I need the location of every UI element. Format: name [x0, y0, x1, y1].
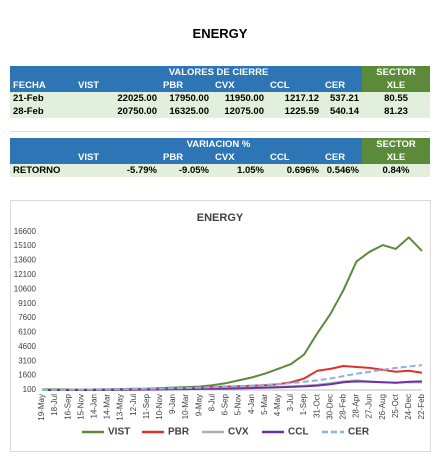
cell: 0.696% [267, 164, 322, 177]
cell: 22025.00 [75, 92, 160, 105]
y-tick-label: 4600 [18, 342, 36, 351]
cell: 0.546% [322, 164, 362, 177]
x-tick-label: 28-Feb [338, 393, 347, 419]
cell: 80.55 [362, 92, 430, 105]
cell: 1.05% [212, 164, 267, 177]
chart-frame [10, 200, 431, 452]
cell: RETORNO [10, 164, 75, 177]
group-header: VALORES DE CIERRE [75, 66, 362, 79]
x-tick-label: 3-Jul [286, 394, 295, 412]
x-tick-label: 8-Jul [207, 394, 216, 412]
column-header: XLE [362, 79, 430, 92]
x-tick-label: 25-Oct [391, 393, 400, 418]
x-tick-label: 12-Jul [129, 394, 138, 416]
column-header: XLE [362, 151, 430, 164]
cell [10, 66, 75, 79]
y-tick-label: 100 [23, 385, 37, 394]
y-tick-label: 15100 [14, 241, 37, 250]
column-header: CVX [212, 151, 267, 164]
cell: 12075.00 [212, 105, 267, 118]
spacer-row [10, 118, 430, 132]
x-tick-label: 22-Feb [417, 393, 426, 419]
y-tick-label: 10600 [14, 284, 37, 293]
x-tick-label: 28-Apr [352, 394, 361, 418]
cell [10, 151, 75, 164]
x-tick-label: 15-Nov [76, 394, 85, 420]
y-tick-label: 1600 [18, 371, 36, 380]
x-tick-label: 13-May [116, 394, 125, 421]
column-header: VIST [75, 151, 160, 164]
cell: 1217.12 [267, 92, 322, 105]
x-tick-label: 4-May [273, 394, 282, 416]
x-tick-label: 6-Sep [221, 393, 230, 415]
cell: 17950.00 [160, 92, 212, 105]
closing-table: VALORES DE CIERRE SECTOR FECHA VIST PBR … [10, 66, 430, 132]
x-tick-label: 11-Sep [142, 393, 151, 419]
x-tick-label: 24-Dec [404, 394, 413, 420]
x-tick-label: 27-Jun [365, 394, 374, 418]
x-tick-label: 26-Aug [378, 394, 387, 420]
cell: 1225.59 [267, 105, 322, 118]
cell: 16325.00 [160, 105, 212, 118]
column-header: PBR [160, 151, 212, 164]
cell: 11950.00 [212, 92, 267, 105]
page-title: ENERGY [192, 26, 248, 41]
y-tick-label: 7600 [18, 313, 36, 322]
x-tick-label: 9-May [194, 394, 203, 416]
x-tick-label: 9-Jan [168, 394, 177, 414]
x-tick-label: 10-Nov [155, 394, 164, 420]
cell: -9.05% [160, 164, 212, 177]
cell [10, 138, 75, 151]
column-header: CER [322, 151, 362, 164]
group-header: VARIACION % [75, 138, 362, 151]
x-tick-label: 14-Jan [90, 394, 99, 418]
cell: 540.14 [322, 105, 362, 118]
legend-label: PBR [168, 427, 190, 438]
y-tick-label: 9100 [18, 299, 36, 308]
column-header: CVX [212, 79, 267, 92]
column-header: CCL [267, 79, 322, 92]
legend-label: CER [348, 427, 370, 438]
x-tick-label: 10-Mar [181, 394, 190, 420]
y-tick-label: 12100 [14, 270, 37, 279]
x-tick-label: 14-Mar [103, 394, 112, 420]
variation-table: VARIACION % SECTOR VIST PBR CVX CCL CER … [10, 138, 430, 177]
x-tick-label: 5-Mar [260, 394, 269, 415]
y-tick-label: 6100 [18, 328, 36, 337]
cell: 0.84% [362, 164, 430, 177]
y-tick-label: 3100 [18, 356, 36, 365]
legend-label: VIST [108, 427, 130, 438]
cell: 537.21 [322, 92, 362, 105]
y-tick-label: 13600 [14, 256, 37, 265]
cell: 28-Feb [10, 105, 75, 118]
x-tick-label: 18-Jul [50, 394, 59, 416]
chart-title: ENERGY [197, 212, 244, 224]
column-header: PBR [160, 79, 212, 92]
legend-label: CVX [228, 427, 249, 438]
x-tick-label: 1-Sep [299, 393, 308, 415]
sector-header: SECTOR [362, 66, 430, 79]
cell: -5.79% [75, 164, 160, 177]
sector-header: SECTOR [362, 138, 430, 151]
column-header: FECHA [10, 79, 75, 92]
x-tick-label: 16-Sep [63, 393, 72, 419]
column-header: VIST [75, 79, 160, 92]
column-header: CCL [267, 151, 322, 164]
x-tick-label: 31-Oct [312, 393, 321, 418]
x-tick-label: 19-May [37, 394, 46, 421]
legend-label: CCL [288, 427, 309, 438]
cell: 20750.00 [75, 105, 160, 118]
series-line [41, 364, 423, 391]
x-tick-label: 4-Jan [247, 394, 256, 414]
cell: 81.23 [362, 105, 430, 118]
cell: 21-Feb [10, 92, 75, 105]
column-header: CER [322, 79, 362, 92]
y-tick-label: 16600 [14, 227, 37, 236]
x-tick-label: 30-Dec [325, 394, 334, 420]
x-tick-label: 5-Nov [234, 394, 243, 415]
